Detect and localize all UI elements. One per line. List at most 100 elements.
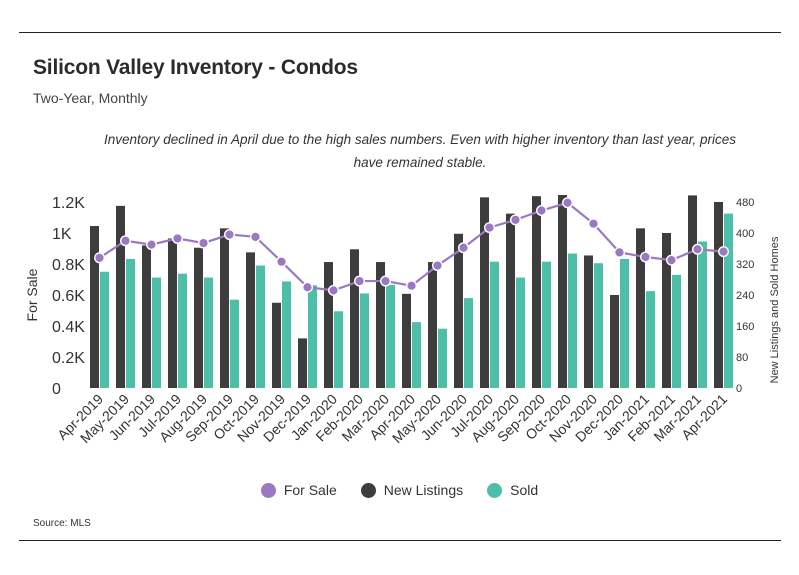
sold-bar bbox=[282, 281, 291, 388]
for-sale-point bbox=[406, 280, 418, 292]
for-sale-point bbox=[93, 252, 105, 264]
sold-bar bbox=[178, 273, 187, 388]
for-sale-point bbox=[614, 246, 626, 258]
for-sale-point bbox=[223, 229, 235, 241]
new-listings-bar bbox=[558, 195, 567, 388]
y-tick-label: 1.2K bbox=[52, 195, 85, 212]
for-sale-point bbox=[380, 275, 392, 287]
legend-item-sold: Sold bbox=[487, 482, 538, 498]
y-tick-label: 0.8K bbox=[52, 257, 85, 274]
new-listings-bar bbox=[324, 262, 333, 388]
for-sale-point bbox=[484, 222, 496, 234]
top-rule bbox=[19, 32, 781, 33]
new-listings-bar bbox=[480, 197, 489, 388]
y-tick-label: 1K bbox=[52, 226, 72, 243]
for-sale-point bbox=[718, 246, 730, 258]
for-sale-point bbox=[197, 237, 209, 249]
for-sale-point bbox=[588, 218, 600, 230]
legend-label-for-sale: For Sale bbox=[283, 482, 337, 498]
legend-item-for-sale: For Sale bbox=[260, 482, 337, 498]
y-tick-label: 0.4K bbox=[52, 319, 85, 336]
legend-item-new-listings: New Listings bbox=[360, 482, 464, 498]
new-listings-bar bbox=[584, 255, 593, 388]
for-sale-point bbox=[328, 284, 340, 296]
for-sale-point bbox=[171, 232, 183, 244]
sold-bar bbox=[620, 258, 629, 388]
new-listings-bar bbox=[532, 196, 541, 388]
y2-tick-label: 480 bbox=[736, 197, 754, 209]
sold-bar bbox=[360, 293, 369, 388]
new-listings-bar bbox=[90, 226, 99, 388]
sold-bar bbox=[126, 258, 135, 388]
new-listings-bar bbox=[376, 262, 385, 388]
bottom-rule bbox=[19, 540, 781, 541]
y-tick-label: 0 bbox=[52, 381, 61, 398]
sold-bar bbox=[724, 213, 733, 388]
for-sale-point bbox=[458, 242, 470, 254]
sold-bar bbox=[516, 277, 525, 388]
sold-bar bbox=[542, 261, 551, 388]
new-listings-bar bbox=[610, 295, 619, 388]
new-listings-bar bbox=[688, 195, 697, 388]
for-sale-point bbox=[145, 239, 157, 251]
new-listings-bar bbox=[142, 245, 151, 388]
for-sale-point bbox=[692, 243, 704, 255]
for-sale-point bbox=[249, 231, 261, 243]
for-sale-point bbox=[302, 281, 314, 293]
new-listings-bar bbox=[116, 205, 125, 388]
new-listings-bar bbox=[272, 302, 281, 388]
new-listings-bar bbox=[220, 228, 229, 388]
new-listings-bar bbox=[194, 247, 203, 388]
y2-tick-label: 240 bbox=[736, 290, 754, 302]
for-sale-point bbox=[432, 260, 444, 272]
new-listings-bar bbox=[636, 228, 645, 388]
for-sale-line bbox=[98, 201, 724, 292]
sold-bar bbox=[438, 328, 447, 388]
sold-bar bbox=[100, 271, 109, 388]
sold-bar bbox=[334, 311, 343, 388]
sold-bar bbox=[256, 265, 265, 388]
legend-swatch-sold bbox=[487, 482, 503, 498]
legend-label-new-listings: New Listings bbox=[383, 482, 464, 498]
y2-tick-label: 320 bbox=[736, 259, 754, 271]
source-note: Source: MLS bbox=[33, 518, 91, 529]
legend-swatch-for-sale bbox=[260, 482, 276, 498]
new-listings-bar bbox=[454, 233, 463, 388]
sold-bar bbox=[464, 298, 473, 388]
for-sale-point bbox=[640, 251, 652, 263]
new-listings-bar bbox=[662, 233, 671, 388]
for-sale-point bbox=[536, 205, 548, 217]
chart-title: Silicon Valley Inventory - Condos bbox=[33, 56, 358, 79]
for-sale-point bbox=[119, 235, 131, 247]
y2-axis-label: New Listings and Sold Homes bbox=[769, 236, 781, 383]
legend-swatch-new-listings bbox=[360, 482, 376, 498]
chart-annotation: Inventory declined in April due to the h… bbox=[100, 128, 740, 174]
new-listings-bar bbox=[428, 262, 437, 388]
chart-subtitle: Two-Year, Monthly bbox=[33, 90, 148, 106]
sold-bar bbox=[152, 277, 161, 388]
annotation-line-1: Inventory declined in April due to the h… bbox=[103, 132, 737, 147]
sold-bar bbox=[204, 277, 213, 388]
sold-bar bbox=[308, 285, 317, 388]
for-sale-point bbox=[510, 214, 522, 226]
sold-bar bbox=[490, 261, 499, 388]
chart-legend: For Sale New Listings Sold bbox=[0, 482, 799, 498]
for-sale-point bbox=[276, 256, 288, 268]
new-listings-bar bbox=[402, 293, 411, 388]
y2-tick-label: 400 bbox=[736, 228, 754, 240]
y-axis-label: For Sale bbox=[24, 268, 40, 321]
y-tick-label: 0.2K bbox=[52, 350, 85, 367]
sold-bar bbox=[230, 299, 239, 388]
sold-bar bbox=[698, 241, 707, 388]
y2-tick-label: 160 bbox=[736, 321, 754, 333]
new-listings-bar bbox=[714, 202, 723, 388]
sold-bar bbox=[594, 263, 603, 388]
sold-bar bbox=[386, 284, 395, 388]
new-listings-bar bbox=[168, 238, 177, 388]
y2-tick-label: 0 bbox=[736, 383, 742, 395]
sold-bar bbox=[646, 291, 655, 388]
annotation-line-2: have remained stable. bbox=[353, 155, 487, 170]
new-listings-bar bbox=[506, 213, 515, 388]
new-listings-bar bbox=[298, 338, 307, 388]
